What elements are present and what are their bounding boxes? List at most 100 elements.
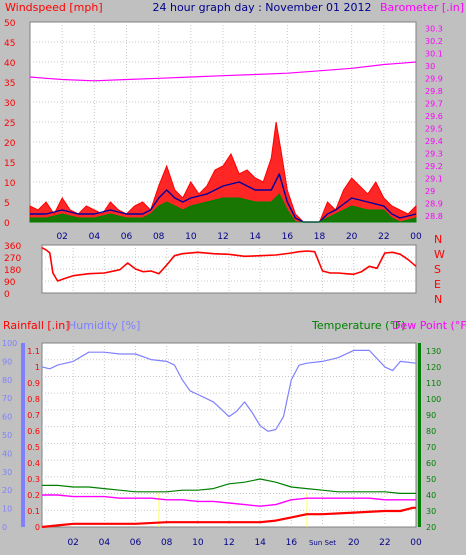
humidity-tick-label: 90 [2,357,12,366]
compass-label: E [434,278,441,291]
climate-x-tick-label: 10 [192,538,204,548]
humidity-tick-label: 70 [2,394,12,403]
wind-x-tick-label: 14 [249,232,261,242]
wind-x-tick-label: 00 [410,232,422,242]
wind-tick-label: 15 [4,159,15,169]
rain-tick-label: 0 [35,523,40,532]
climate-x-tick-label: 02 [67,538,78,548]
wind-direction-line [41,246,417,282]
barometer-line [29,61,417,82]
wind-tick-label: 25 [4,119,15,129]
barometer-tick-label: 30.1 [425,49,443,58]
humidity-tick-label: 30 [2,468,12,477]
humidity-axis-title: Humidity [%] [68,319,140,332]
wind-x-tick-label: 18 [314,232,326,242]
barometer-tick-label: 28.8 [425,212,443,221]
gust-area [29,121,417,223]
climate-x-tick-label: 12 [223,538,234,548]
humidity-tick-label: 100 [2,339,17,348]
wind-tick-label: 20 [4,139,16,149]
humidity-tick-label: 20 [2,486,12,495]
humidity-tick-label: 50 [2,431,12,440]
barometer-axis-title: Barometer [.in] [380,1,464,14]
temperature-tick-label: 110 [426,379,441,388]
wind-x-tick-label: 06 [121,232,133,242]
rain-axis-title: Rainfall [.in] [3,319,70,332]
rain-tick-label: 1 [35,363,40,372]
temperature-tick-label: 20 [426,523,436,532]
climate-x-tick-label: Sun Set [309,539,336,547]
climate-x-tick-label: 20 [348,538,360,548]
barometer-tick-label: 29.8 [425,87,443,96]
barometer-tick-label: 29.4 [425,137,443,146]
compass-label: W [434,248,445,261]
direction-tick-label: 0 [4,290,10,300]
temperature-axis-bar [418,343,421,527]
wind-tick-label: 35 [4,79,15,89]
wind-tick-label: 30 [4,99,16,109]
wind-x-tick-label: 16 [282,232,294,242]
temperature-line [42,478,416,494]
rain-tick-label: 0.5 [27,443,40,452]
climate-x-tick-label: 16 [286,538,298,548]
rain-tick-label: 0.7 [27,411,40,420]
climate-x-tick-label: 14 [254,538,266,548]
humidity-line [41,349,417,432]
wind-tick-label: 50 [4,19,16,29]
temperature-axis-title: Temperature (°F) [311,319,406,332]
rain-tick-label: 0.4 [27,459,40,468]
wind-x-tick-label: 20 [346,232,358,242]
rain-tick-label: 0.1 [27,507,40,516]
wind-x-tick-label: 10 [185,232,197,242]
rainfall-line [41,506,416,529]
humidity-axis-bar [21,343,25,527]
wind-x-tick-label: 08 [153,232,165,242]
barometer-tick-label: 30 [425,62,435,71]
wind-tick-label: 40 [4,59,16,69]
wind-average-area [29,193,417,223]
temperature-tick-label: 40 [426,491,436,500]
humidity-tick-label: 60 [2,413,12,422]
barometer-tick-label: 29.5 [425,124,443,133]
rain-tick-label: 0.2 [27,491,40,500]
climate-x-tick-label: 06 [130,538,142,548]
wind-tick-label: 0 [4,219,10,229]
rain-tick-label: 0.9 [27,379,40,388]
humidity-tick-label: 80 [2,376,12,385]
barometer-tick-label: 29 [425,187,435,196]
climate-x-tick-label: 22 [379,538,390,548]
direction-tick-label: 180 [4,266,21,276]
barometer-tick-label: 30.2 [425,37,443,46]
barometer-tick-label: 29.9 [425,74,443,83]
climate-x-tick-label: 04 [99,538,111,548]
barometer-tick-label: 29.1 [425,174,443,183]
temperature-tick-label: 100 [426,395,441,404]
compass-label: N [434,293,442,306]
temperature-tick-label: 50 [426,475,436,484]
humidity-tick-label: 0 [2,523,7,532]
temperature-tick-label: 60 [426,459,436,468]
dewpoint-line [42,494,416,507]
barometer-tick-label: 29.2 [425,162,443,171]
chart-title: 24 hour graph day : November 01 2012 [152,1,371,14]
direction-tick-label: 360 [4,242,21,252]
wind-x-tick-label: 02 [56,232,67,242]
temperature-tick-label: 70 [426,443,436,452]
barometer-tick-label: 29.7 [425,99,443,108]
wind-x-tick-label: 22 [378,232,389,242]
humidity-tick-label: 40 [2,449,12,458]
wind-axis-title: Windspeed [mph] [5,1,103,14]
climate-x-tick-label: 00 [410,538,422,548]
temperature-tick-label: 30 [426,507,436,516]
direction-tick-label: 90 [4,278,16,288]
wind-x-tick-label: 12 [217,232,228,242]
temperature-tick-label: 120 [426,363,441,372]
rain-tick-label: 0.3 [27,475,40,484]
wind-x-tick-label: 04 [89,232,101,242]
climate-x-tick-label: 08 [161,538,173,548]
dewpoint-axis-title: Dew Point (°F) [392,319,466,332]
rain-tick-label: 0.8 [27,395,40,404]
direction-tick-label: 270 [4,254,21,264]
rain-tick-label: 0.6 [27,427,40,436]
